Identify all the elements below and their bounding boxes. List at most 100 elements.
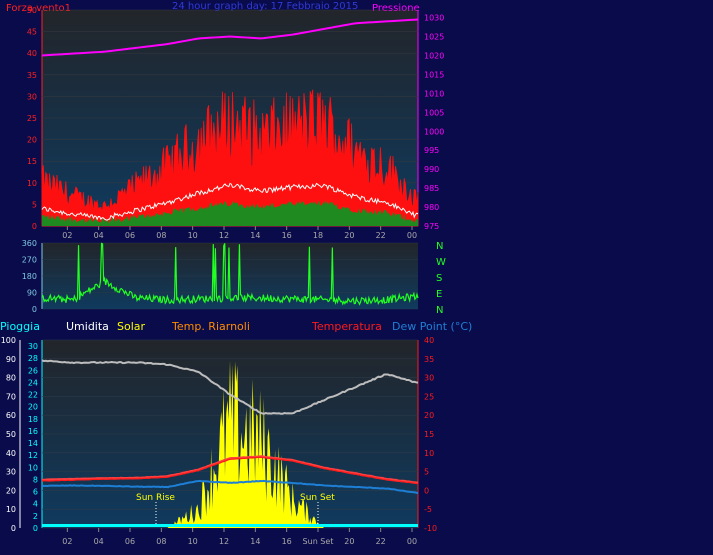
wind-tick-label: 50 — [27, 6, 37, 15]
time-tick-label: 10 — [188, 231, 198, 240]
temperature-tick-label: 0 — [424, 486, 429, 495]
rain-tick-label: 0 — [33, 524, 38, 533]
rain-tick-label: 20 — [28, 403, 38, 412]
humidity-tick-label: 30 — [6, 468, 16, 477]
wind-tick-label: 40 — [27, 49, 37, 58]
wind-tick-label: 30 — [27, 92, 37, 101]
temperature-tick-label: 35 — [424, 355, 434, 364]
direction-line — [41, 242, 419, 306]
time-tick-label: 06 — [125, 231, 135, 240]
humidity-tick-label: 10 — [6, 505, 16, 514]
pressure-tick-label: 1000 — [424, 127, 444, 136]
temperature-tick-label: 20 — [424, 411, 434, 420]
temperature-tick-label: -10 — [424, 524, 437, 533]
time-tick-label: 12 — [219, 231, 229, 240]
pressure-tick-label: 980 — [424, 203, 439, 212]
sun-rise-label: Sun Rise — [136, 493, 175, 503]
wind-label: Forza vento1 — [6, 3, 71, 14]
legend-dew: Dew Point (°C) — [392, 320, 472, 333]
bottom-legend: Pioggia Umidita Solar Temp. Riarnoli Tem… — [0, 320, 472, 333]
pressure-tick-label: 1005 — [424, 108, 444, 117]
wind-tick-label: 25 — [27, 114, 37, 123]
rain-tick-label: 12 — [28, 451, 38, 460]
wind-gust-area — [41, 89, 419, 227]
wind-pressure-panel: Forza vento1 24 hour graph day: 17 Febbr… — [6, 1, 444, 240]
time-tick-label: 16 — [282, 537, 292, 546]
wind-tick-label: 15 — [27, 157, 37, 166]
wind-average-line — [41, 182, 419, 221]
time-tick-label: 08 — [156, 231, 166, 240]
direction-tick-label: 0 — [32, 305, 37, 314]
pressure-tick-label: 1010 — [424, 89, 444, 98]
time-tick-label: 00 — [407, 537, 417, 546]
rain-tick-label: 30 — [28, 342, 38, 351]
humidity-tick-label: 100 — [1, 336, 16, 345]
temperature-ticks: -10 -5 0 5 10 15 20 25 30 35 40 — [424, 336, 437, 533]
rain-tick-label: 8 — [33, 475, 38, 484]
rain-tick-label: 16 — [28, 427, 38, 436]
humidity-tick-label: 20 — [6, 486, 16, 495]
pressure-tick-label: 1030 — [424, 14, 444, 23]
compass-letter: S — [436, 273, 442, 284]
time-tick-label: 20 — [344, 231, 354, 240]
time-tick-label: 22 — [376, 231, 386, 240]
temperature-tick-label: 5 — [424, 468, 429, 477]
rain-tick-label: 4 — [33, 500, 38, 509]
humidity-line — [41, 359, 419, 415]
legend-rain: Pioggia — [0, 320, 40, 333]
time-tick-label: 16 — [282, 231, 292, 240]
rain-tick-label: 18 — [28, 415, 38, 424]
temperature-tick-label: -5 — [424, 505, 432, 514]
top-time-ticks: 02 04 06 08 10 12 14 16 18 20 22 00 — [62, 226, 417, 240]
chart-title: 24 hour graph day: 17 Febbraio 2015 — [172, 1, 358, 12]
humidity-tick-label: 0 — [11, 524, 16, 533]
rain-tick-label: 22 — [28, 391, 38, 400]
time-tick-label: 18 — [313, 231, 323, 240]
rain-tick-label: 24 — [28, 378, 38, 387]
temperature-tick-label: 40 — [424, 336, 434, 345]
temperature-tick-label: 15 — [424, 430, 434, 439]
time-tick-label: 14 — [250, 537, 260, 546]
direction-marks — [41, 242, 419, 306]
wind-tick-label: 45 — [27, 28, 37, 37]
riarnoli-line — [41, 455, 419, 485]
pressure-line — [41, 18, 419, 57]
time-tick-label: 08 — [156, 537, 166, 546]
time-tick-label: 04 — [94, 537, 104, 546]
time-tick-label: 06 — [125, 537, 135, 546]
time-tick-label: 04 — [94, 231, 104, 240]
pressure-tick-label: 995 — [424, 146, 439, 155]
wind-low-area — [42, 200, 418, 226]
legend-temperature: Temperatura — [311, 320, 382, 333]
time-tick-label: 14 — [250, 231, 260, 240]
legend-solar: Solar — [117, 320, 146, 333]
time-tick-label: 02 — [62, 231, 72, 240]
wind-tick-label: 5 — [32, 200, 37, 209]
compass-letter: E — [436, 289, 442, 300]
dew-point-line — [41, 479, 419, 495]
time-tick-label: 10 — [188, 537, 198, 546]
humidity-tick-label: 60 — [6, 411, 16, 420]
rain-tick-label: 2 — [33, 512, 38, 521]
humidity-tick-label: 40 — [6, 449, 16, 458]
wind-tick-label: 35 — [27, 71, 37, 80]
bottom-time-ticks: 02 04 06 08 10 12 14 16 Sun Set 20 22 00 — [62, 528, 417, 546]
sun-set-label: Sun Set — [300, 493, 335, 503]
humidity-tick-label: 90 — [6, 355, 16, 364]
wind-tick-label: 10 — [27, 179, 37, 188]
pressure-tick-label: 1025 — [424, 33, 444, 42]
time-tick-label: 12 — [219, 537, 229, 546]
temperature-line — [41, 456, 419, 485]
compass-letter: N — [436, 305, 443, 316]
temperature-tick-label: 10 — [424, 449, 434, 458]
time-tick-label: Sun Set — [303, 537, 334, 546]
pressure-tick-label: 990 — [424, 165, 439, 174]
rain-tick-label: 26 — [28, 366, 38, 375]
direction-tick-label: 90 — [27, 289, 37, 298]
compass-letter: W — [436, 257, 446, 268]
